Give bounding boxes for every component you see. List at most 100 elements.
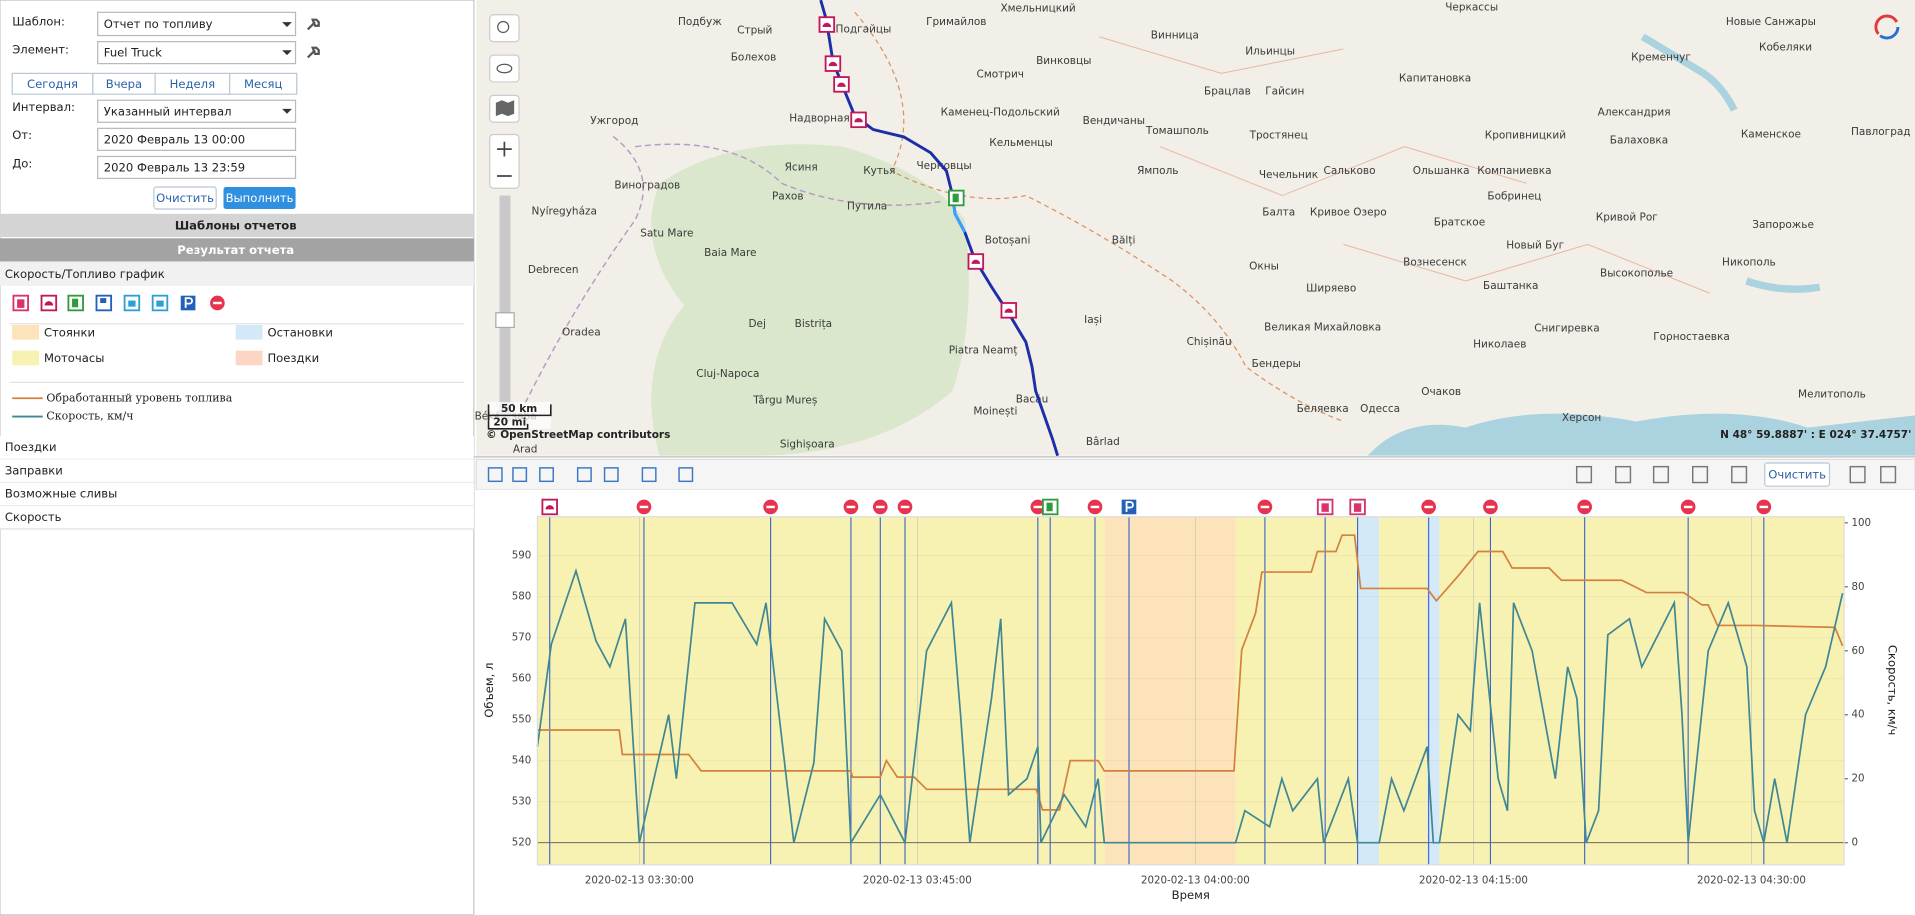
section-row[interactable]: [0, 482, 474, 506]
zoom-icons: [497, 141, 512, 177]
period-tab-label[interactable]: Неделя: [170, 77, 215, 91]
chart-tab[interactable]: [0, 261, 474, 286]
tool-button[interactable]: [487, 467, 503, 483]
select-box[interactable]: [97, 41, 297, 65]
tool-button[interactable]: [1731, 465, 1748, 484]
tool-button[interactable]: [1575, 465, 1593, 484]
section-row[interactable]: [0, 505, 474, 529]
section-title[interactable]: Скорость: [5, 510, 62, 524]
event-icon[interactable]: [1756, 499, 1772, 515]
section-title[interactable]: Поездки: [5, 440, 57, 454]
select-box[interactable]: [97, 99, 297, 123]
input-value[interactable]: 2020 Февраль 13 00:00: [104, 132, 245, 146]
clear-button[interactable]: [153, 186, 217, 210]
dropdown-arrow: [282, 50, 292, 56]
tool-button[interactable]: [1849, 465, 1866, 484]
tool-button[interactable]: [512, 467, 528, 483]
section-title[interactable]: Возможные сливы: [5, 487, 117, 501]
attribution[interactable]: © OpenStreetMap contributors: [486, 429, 670, 441]
date-input[interactable]: [97, 155, 297, 180]
tool-button[interactable]: [1652, 465, 1670, 484]
map-label: Снигиревка: [1534, 323, 1599, 335]
select-box[interactable]: [97, 11, 297, 37]
wrench-icon[interactable]: [306, 18, 320, 31]
event-icon[interactable]: [1257, 499, 1273, 515]
event-icon-row: [12, 294, 225, 312]
select-value[interactable]: Отчет по топливу: [104, 17, 213, 31]
zoom-handle[interactable]: [495, 312, 515, 329]
tool-button[interactable]: [641, 467, 657, 483]
period-tab-label[interactable]: Сегодня: [27, 77, 78, 91]
event-icon[interactable]: [763, 499, 778, 515]
tool-button[interactable]: [1615, 465, 1632, 484]
section-row[interactable]: [0, 436, 474, 460]
chart-tab-label[interactable]: Скорость/Топливо график: [5, 267, 165, 281]
event-icon[interactable]: [897, 499, 913, 515]
event-icon[interactable]: [1041, 498, 1059, 516]
event-icon[interactable]: [1087, 499, 1103, 515]
icon-glyph: [1353, 503, 1362, 512]
run-button-label[interactable]: Выполнить: [226, 191, 294, 205]
zoom-slider[interactable]: [499, 195, 511, 422]
x-tick-label: 2020-02-13 04:30:00: [1697, 875, 1806, 887]
period-tab-label[interactable]: Месяц: [244, 77, 282, 91]
chart-clear-label[interactable]: Очистить: [1768, 468, 1826, 482]
icon-glyph: [1260, 505, 1270, 509]
event-icon[interactable]: [1483, 499, 1498, 515]
templates-bar[interactable]: [0, 213, 474, 238]
search-button[interactable]: [489, 14, 520, 43]
event-icon[interactable]: [1030, 499, 1046, 515]
section-row[interactable]: [0, 459, 474, 483]
map[interactable]: Черкассы Хмельницкий Подбуж Подгайцы Гримайл…: [475, 0, 1915, 457]
tool-button[interactable]: [678, 467, 694, 483]
event-icon[interactable]: [636, 499, 652, 515]
event-icon[interactable]: [843, 499, 859, 515]
icon-glyph: [1580, 505, 1589, 509]
event-icon[interactable]: [1121, 499, 1137, 515]
input-value[interactable]: 2020 Февраль 13 23:59: [104, 161, 245, 175]
icon-glyph: [213, 301, 222, 305]
select-value[interactable]: Fuel Truck: [104, 46, 162, 60]
event-icon[interactable]: [1316, 498, 1334, 516]
x-axis-title: Время: [1172, 888, 1210, 902]
icon-glyph: [822, 22, 832, 27]
select-value[interactable]: Указанный интервал: [104, 104, 232, 118]
event-icon[interactable]: [541, 498, 558, 516]
period-tab[interactable]: [228, 72, 298, 95]
map-label: Ясиня: [785, 161, 818, 173]
y2-axis-title: Скорость, км/ч: [1885, 645, 1899, 735]
area-band: [1357, 516, 1380, 865]
run-button[interactable]: [223, 186, 296, 209]
wrench-icon[interactable]: [306, 46, 320, 59]
map-label: Chișinău: [1187, 336, 1232, 348]
visibility-button[interactable]: [489, 54, 520, 83]
tool-button[interactable]: [539, 467, 554, 483]
tool-button[interactable]: [1691, 465, 1709, 484]
legend-label: Моточасы: [44, 351, 104, 365]
template-select[interactable]: Отчет по топливу: [97, 11, 297, 37]
event-icon[interactable]: [1680, 499, 1696, 515]
event-icon[interactable]: [1421, 499, 1436, 515]
event-icon[interactable]: [1577, 499, 1592, 515]
result-bar[interactable]: [0, 238, 474, 262]
legend-swatch: [12, 350, 40, 366]
templates-title[interactable]: Шаблоны отчетов: [175, 219, 297, 233]
element-select[interactable]: Fuel Truck: [97, 41, 297, 65]
chart-clear-button[interactable]: [1764, 462, 1831, 487]
tool-button[interactable]: [603, 467, 619, 483]
date-input[interactable]: [97, 127, 297, 151]
area-band: [1379, 516, 1428, 865]
event-icon[interactable]: [872, 499, 888, 515]
event-icon[interactable]: [1349, 498, 1366, 516]
period-tab-label[interactable]: Вчера: [106, 77, 142, 91]
map-labels: Черкассы Хмельницкий Подбуж Подгайцы Гримайл…: [475, 1, 1911, 455]
section-title[interactable]: Заправки: [5, 463, 63, 477]
clear-button-label[interactable]: Очистить: [156, 191, 214, 205]
zoom-control[interactable]: [489, 133, 520, 189]
icon-glyph: [846, 505, 856, 509]
tool-button[interactable]: [1880, 465, 1897, 484]
map-label: Томашполь: [1145, 125, 1209, 137]
result-title[interactable]: Результат отчета: [177, 243, 294, 257]
interval-select[interactable]: Указанный интервал: [97, 99, 297, 123]
tool-button[interactable]: [576, 467, 592, 483]
